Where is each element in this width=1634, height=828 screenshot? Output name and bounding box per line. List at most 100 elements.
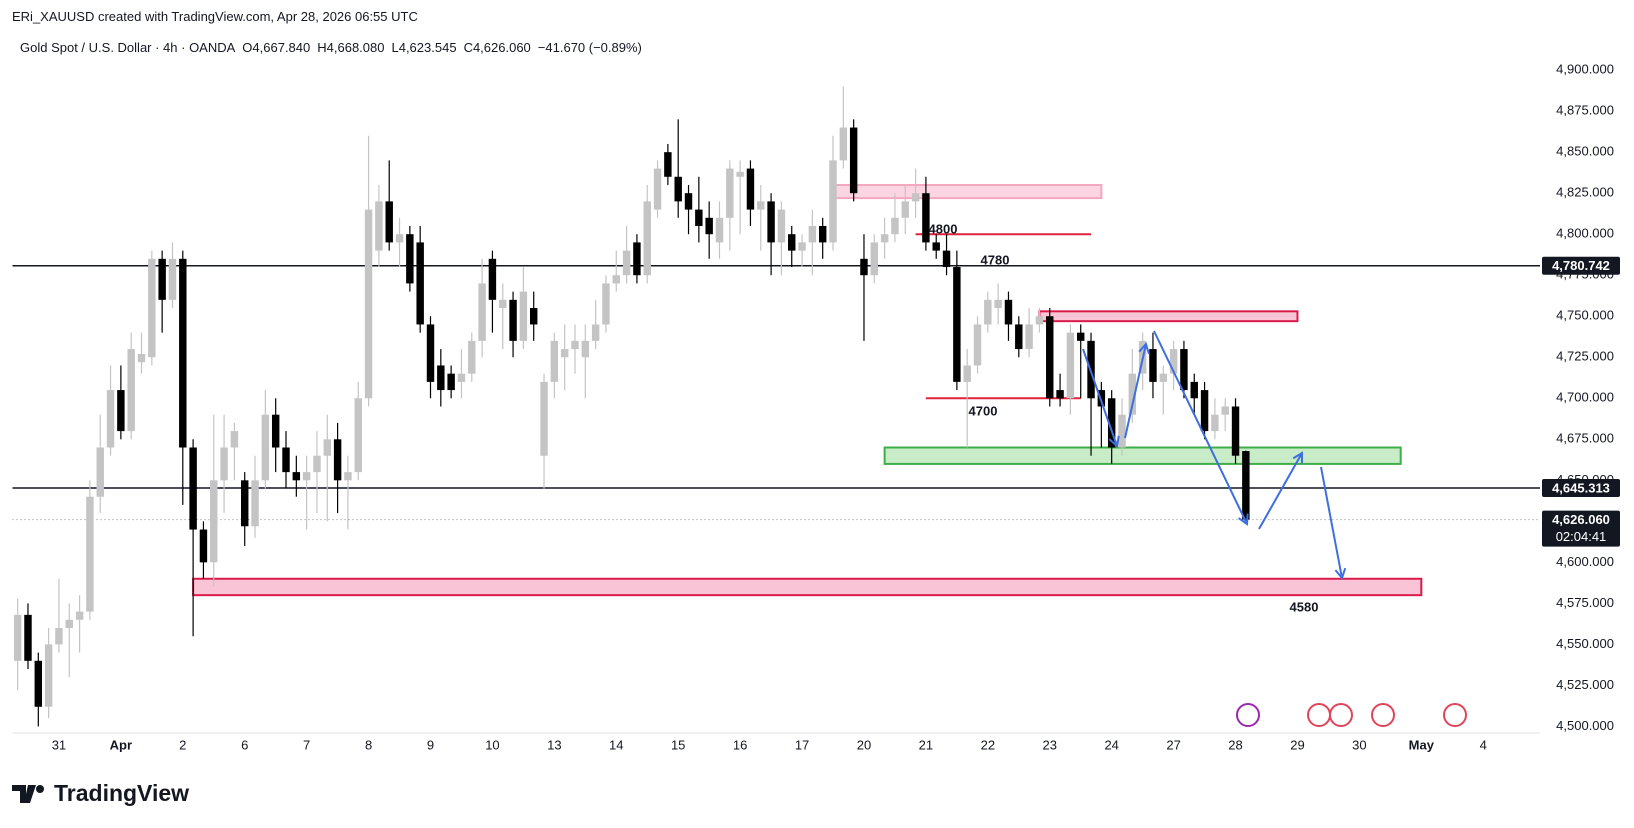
candle-body [86,496,94,612]
candle-body [241,480,249,527]
candle-body [757,201,765,210]
candle-body [736,171,744,177]
x-tick-label: 13 [547,737,561,752]
y-tick-label: 4,700.000 [1556,390,1614,405]
drawn-arrow [1153,330,1247,524]
candle-body [333,439,342,481]
candle-body [1159,373,1168,382]
event-icon[interactable] [1236,703,1260,727]
candle-body [344,472,352,481]
event-icon[interactable] [1371,703,1395,727]
candle-body [695,209,703,226]
price-tag-label: 4,780.742 [1552,258,1610,273]
plot-layer [12,86,1540,734]
candle-body [880,234,889,243]
candle-body [1077,332,1085,341]
candle-body [364,209,373,399]
candle-body [622,250,631,276]
candle-body [818,226,827,243]
annotation-label: 4580 [1290,599,1319,614]
legend-header: Gold Spot / U.S. Dollar · 4h · OANDA O4,6… [20,40,649,55]
candle-body [509,299,517,341]
price-tag-label: 4,645.313 [1552,480,1610,495]
event-icon[interactable] [1443,703,1467,727]
candle-body [777,209,786,243]
event-icon[interactable] [1329,703,1353,727]
candle-body [788,234,796,251]
y-tick-label: 4,875.000 [1556,103,1614,118]
candle-body [220,447,228,481]
candle-body [529,308,538,325]
ohlc-low: L4,623.545 [391,40,457,55]
candle-body [137,353,146,363]
candle-body [849,127,858,194]
drawn-arrow [1320,466,1342,578]
candle-body [323,439,332,456]
candle-body [705,217,713,235]
y-tick-label: 4,600.000 [1556,554,1614,569]
candle-body [984,299,992,325]
x-tick-label: 31 [52,737,66,752]
price-zone [192,577,1423,597]
candle-body [395,234,404,243]
candle-body [75,611,84,620]
x-tick-label: 6 [241,737,248,752]
x-tick-label: 20 [857,737,871,752]
x-tick-label: 17 [795,737,809,752]
candle-body [1097,390,1106,407]
candle-body [179,258,187,448]
ohlc-open: O4,667.840 [242,40,311,55]
x-tick-label: 14 [609,737,623,752]
price-tag [1542,479,1620,498]
candle-body [1107,398,1116,448]
x-tick-label: Apr [110,737,132,752]
candle-body [684,193,693,210]
x-tick-label: 2 [179,737,186,752]
candle-body [922,193,930,243]
candle-body [96,447,104,497]
annotation-label: 4780 [981,252,1010,267]
event-icon[interactable] [1307,703,1331,727]
candle-body [653,168,662,210]
candle-body [127,349,135,432]
candle-body [633,242,641,276]
candle-body [1004,299,1013,325]
candle-body [117,390,125,432]
y-tick-label: 4,725.000 [1556,349,1614,364]
candle-body [1066,332,1075,399]
candle-body [664,152,672,177]
price-tag [1542,256,1620,275]
candle-body [313,455,321,473]
candle-body [1118,414,1126,448]
candle-body [488,258,497,300]
candle-body [1015,324,1023,350]
x-tick-label: 16 [733,737,747,752]
candle-body [839,127,848,161]
y-tick-label: 4,675.000 [1556,431,1614,446]
y-tick-label: 4,575.000 [1556,595,1614,610]
candle-body [560,349,569,358]
candle-body [540,381,548,456]
candle-body [148,258,156,358]
x-tick-label: 27 [1166,737,1180,752]
candle-body [1221,406,1229,415]
candle-body [953,267,961,382]
candle-body [1046,316,1054,399]
candle-body [478,283,486,341]
last-price-tag [1542,510,1620,547]
candle-body [416,242,424,325]
candle-body [581,340,590,358]
y-tick-label: 4,750.000 [1556,308,1614,323]
candle-body [571,340,579,350]
candle-body [375,201,383,251]
x-tick-label: 10 [485,737,499,752]
candle-body [715,217,724,243]
candle-body [189,447,197,530]
event-icons [1236,703,1467,727]
change: −41.670 (−0.89%) [537,40,642,55]
candle-body [829,160,837,243]
x-tick-label: 7 [303,737,310,752]
candle-body [1211,414,1219,432]
